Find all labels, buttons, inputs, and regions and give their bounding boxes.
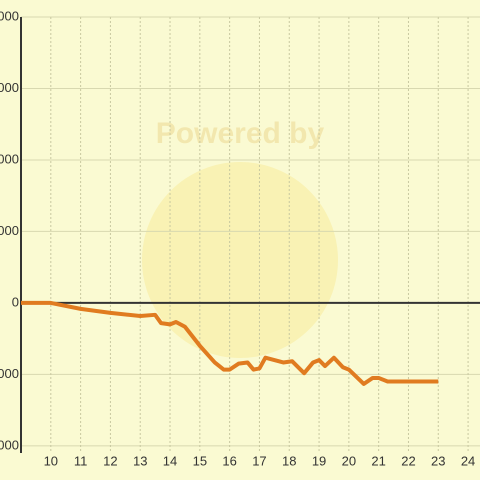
x-tick-label: 13 xyxy=(133,453,147,468)
y-tick-label: 0 xyxy=(12,294,19,309)
x-tick-label: 15 xyxy=(193,453,207,468)
x-tick-label: 24 xyxy=(461,453,475,468)
y-tick-label: 3,000 xyxy=(0,223,19,238)
x-tick-label: 22 xyxy=(401,453,415,468)
x-tick-label: 23 xyxy=(431,453,445,468)
x-tick-label: 21 xyxy=(371,453,385,468)
y-tick-label: 9,000 xyxy=(0,80,19,95)
watermark-logo xyxy=(142,162,338,358)
y-tick-label: -3,000 xyxy=(0,366,19,381)
watermark: Powered by xyxy=(156,117,325,150)
x-tick-label: 17 xyxy=(252,453,266,468)
x-tick-label: 16 xyxy=(222,453,236,468)
y-tick-label: 12,000 xyxy=(0,8,19,23)
x-tick-label: 11 xyxy=(74,453,88,468)
y-tick-label: -6,000 xyxy=(0,437,19,452)
y-tick-label: 6,000 xyxy=(0,151,19,166)
x-tick-label: 18 xyxy=(282,453,296,468)
x-tick-label: 20 xyxy=(342,453,356,468)
x-tick-label: 12 xyxy=(103,453,117,468)
x-tick-label: 19 xyxy=(312,453,326,468)
x-tick-label: 14 xyxy=(163,453,177,468)
line xyxy=(21,300,439,386)
x-tick-label: 10 xyxy=(44,453,58,468)
